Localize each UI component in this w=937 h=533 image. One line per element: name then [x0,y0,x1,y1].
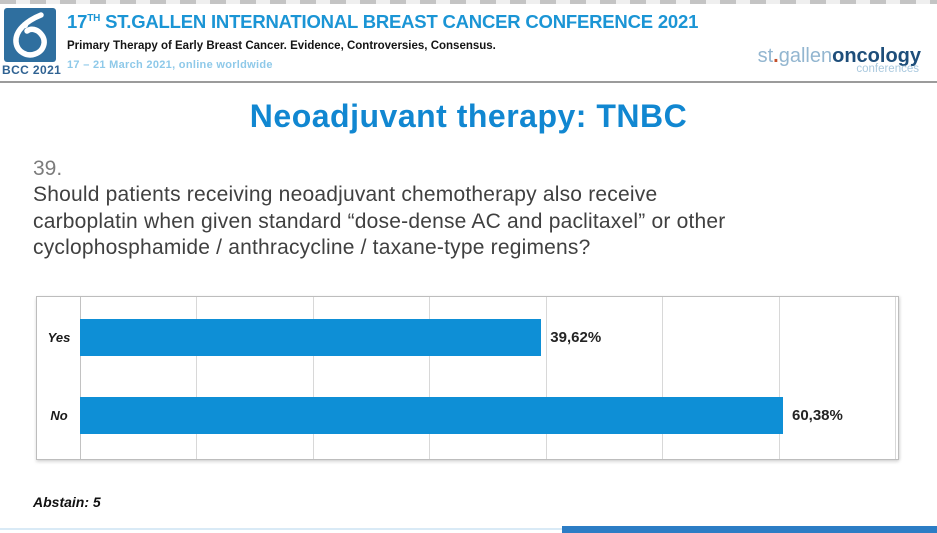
ordinal-suffix: TH [87,13,101,24]
conference-title: 17TH ST.GALLEN INTERNATIONAL BREAST CANC… [67,11,699,33]
chart-plot: 39,62% 60,38% [80,297,896,459]
gridline [80,297,81,459]
top-edge-strip [0,0,937,4]
stgallen-oncology-logo: st.gallenoncology conferences [758,46,921,79]
yes-value-label: 39,62% [550,329,602,346]
conference-subtitle: Primary Therapy of Early Breast Cancer. … [67,40,496,53]
bcc-logo [4,8,56,62]
slide-title: Neoadjuvant therapy: TNBC [249,98,688,134]
no-bar [80,397,783,434]
poll-results-chart: Yes No 39,62% 60,38% [36,296,899,460]
gridline [778,297,780,459]
bar-row-no: 60,38% [80,397,895,434]
brand-dot: . [773,45,779,67]
gridline [312,297,314,459]
category-label-no: No [50,408,68,423]
brand-conferences-label: conferences [856,63,919,75]
abstain-note: Abstain: 5 [33,494,101,510]
no-value-label: 60,38% [791,407,843,424]
bcc-logo-label: BCC 2021 [2,63,62,77]
question-line-3: cyclophosphamide / anthracycline / taxan… [33,236,591,259]
drop-icon [4,12,56,66]
question-line-1: Should patients receiving neoadjuvant ch… [33,183,658,206]
yes-bar [80,319,542,356]
bottom-divider-line [0,528,937,530]
gridline [662,297,664,459]
bottom-progress-bar [562,526,937,533]
brand-wordmark: st.gallenoncology [757,45,921,67]
gridline [895,297,896,459]
gridline [429,297,431,459]
gridline [545,297,547,459]
gridline [196,297,198,459]
question-number: 39. [33,157,63,180]
bar-row-yes: 39,62% [80,319,895,356]
conference-titles: 17TH ST.GALLEN INTERNATIONAL BREAST CANC… [67,9,699,72]
question-block: 39. Should patients receiving neoadjuvan… [33,155,863,262]
conference-header: BCC 2021 17TH ST.GALLEN INTERNATIONAL BR… [0,0,937,83]
category-label-yes: Yes [47,330,71,345]
question-line-2: carboplatin when given standard “dose-de… [33,209,726,233]
conference-dates: 17 – 21 March 2021, online worldwide [67,59,273,72]
